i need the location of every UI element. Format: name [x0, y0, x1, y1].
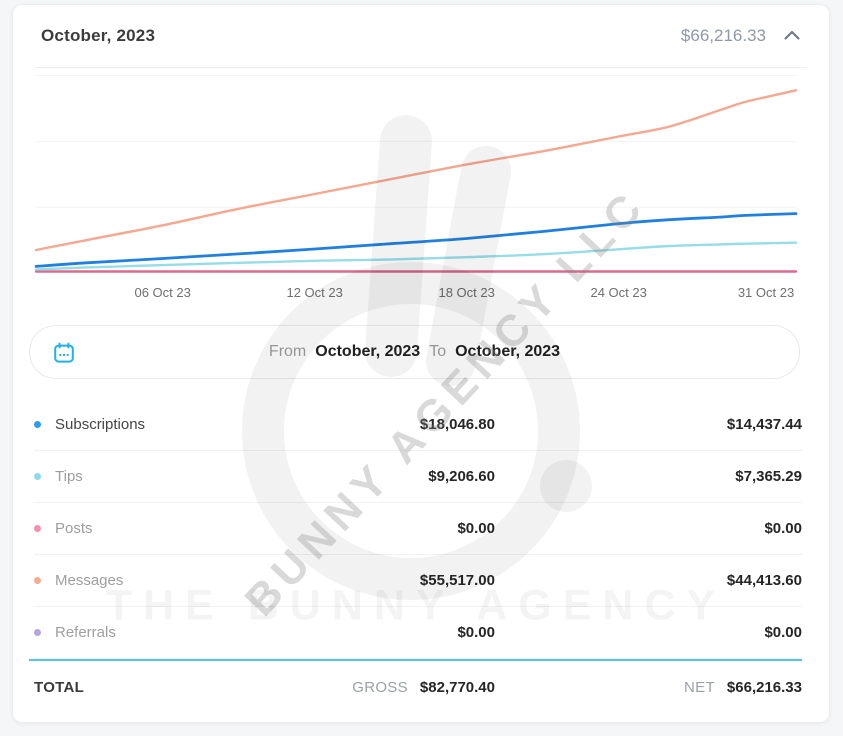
x-tick-label: 24 Oct 23 [590, 285, 647, 300]
chevron-up-icon[interactable] [779, 23, 805, 49]
row-label: Referrals [55, 624, 116, 641]
row-gross: $55,517.00 [419, 572, 495, 589]
tips-dot-icon [34, 473, 41, 480]
table-row-subscriptions: Subscriptions $18,046.80 $14,437.44 [34, 399, 802, 451]
chart-x-axis-labels: 06 Oct 23 12 Oct 23 18 Oct 23 24 Oct 23 31 O… [13, 285, 829, 305]
chart-canvas [34, 75, 798, 273]
earnings-chart: 06 Oct 23 12 Oct 23 18 Oct 23 24 Oct 23 31 O… [13, 68, 829, 309]
row-gross: $0.00 [457, 520, 495, 537]
from-value: October, 2023 [315, 343, 421, 360]
x-tick-label: 06 Oct 23 [134, 285, 191, 300]
row-net: $14,437.44 [726, 416, 802, 433]
total-label: TOTAL [34, 678, 85, 696]
earnings-card: October, 2023 $66,216.33 06 Oct 23 12 Oct… [12, 4, 830, 723]
to-label: To [429, 343, 447, 360]
posts-dot-icon [34, 525, 41, 532]
calendar-icon[interactable] [52, 341, 76, 370]
row-net: $44,413.60 [726, 572, 802, 589]
net-label: NET [684, 678, 715, 696]
month-title: October, 2023 [41, 26, 156, 45]
table-row-messages: Messages $55,517.00 $44,413.60 [34, 555, 802, 607]
row-net: $7,365.29 [735, 468, 802, 485]
row-gross: $9,206.60 [428, 468, 495, 485]
row-label: Subscriptions [55, 416, 146, 433]
table-row-referrals: Referrals $0.00 $0.00 [34, 607, 802, 659]
to-value: October, 2023 [455, 343, 561, 360]
x-tick-label: 18 Oct 23 [438, 285, 495, 300]
gross-value: $82,770.40 [419, 678, 495, 696]
header-divider [35, 67, 807, 68]
gross-label: GROSS [352, 678, 408, 696]
table-row-posts: Posts $0.00 $0.00 [34, 503, 802, 555]
month-net-amount: $66,216.33 [680, 26, 766, 45]
row-label: Messages [55, 572, 124, 589]
date-range-picker[interactable]: From October, 2023 To October, 2023 [29, 325, 800, 379]
row-label: Posts [55, 520, 93, 537]
net-value: $66,216.33 [726, 678, 802, 696]
row-net: $0.00 [764, 520, 802, 537]
x-tick-label: 12 Oct 23 [286, 285, 343, 300]
row-gross: $18,046.80 [419, 416, 495, 433]
row-net: $0.00 [764, 624, 802, 641]
messages-dot-icon [34, 577, 41, 584]
date-range-text: From October, 2023 To October, 2023 [269, 343, 560, 361]
month-header: October, 2023 $66,216.33 [13, 5, 829, 67]
from-label: From [268, 343, 307, 360]
referrals-dot-icon [34, 629, 41, 636]
total-row: TOTAL GROSS $82,770.40 NET $66,216.33 [34, 661, 802, 713]
x-tick-label: 31 Oct 23 [737, 285, 795, 300]
total-divider [29, 659, 802, 661]
row-gross: $0.00 [457, 624, 495, 641]
earnings-table: Subscriptions $18,046.80 $14,437.44 Tips… [13, 399, 829, 713]
subscriptions-dot-icon [34, 421, 41, 428]
row-label: Tips [55, 468, 83, 485]
table-row-tips: Tips $9,206.60 $7,365.29 [34, 451, 802, 503]
